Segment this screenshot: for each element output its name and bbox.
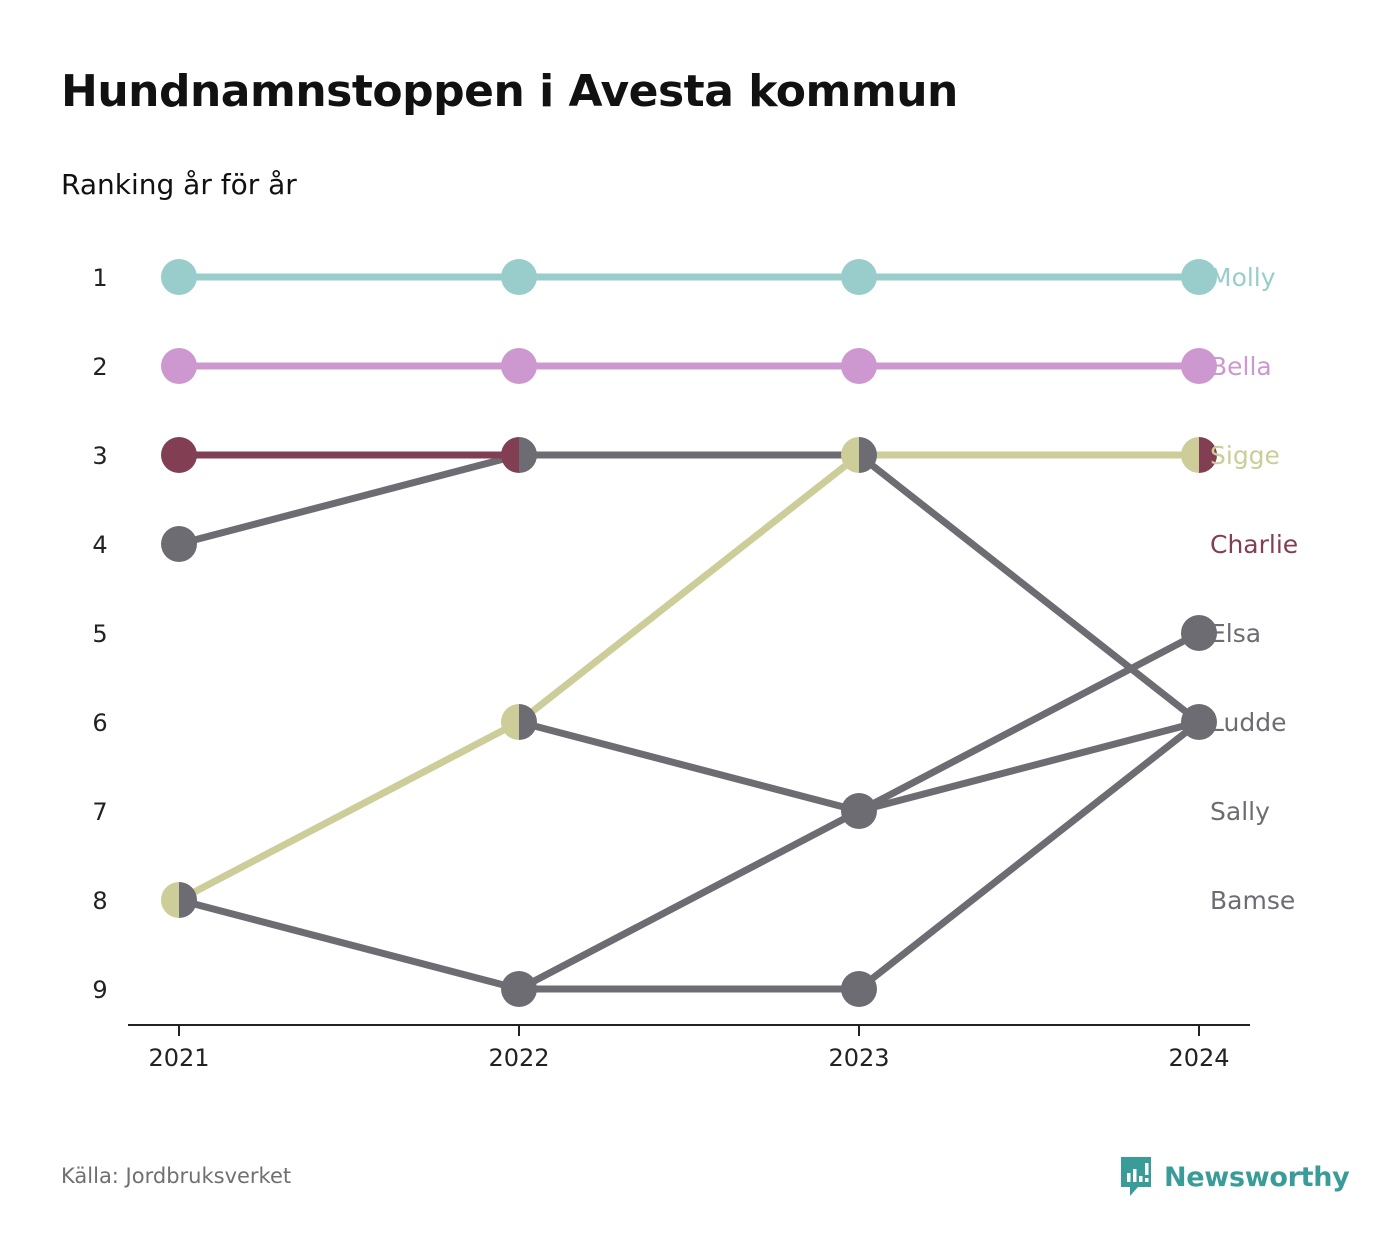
point-elsa-2024 [1181,615,1217,651]
source-note: Källa: Jordbruksverket [61,1164,292,1188]
point-bella-2021 [161,348,197,384]
x-axis: 2021 2022 2023 2024 [128,1024,1250,1072]
y-tick-label: 8 [92,887,107,915]
y-axis-ticks: 1 2 3 4 5 6 7 8 9 [92,264,107,1004]
point-ludde-sally-bamse-2024 [1181,704,1217,740]
series-label-molly: Molly [1210,263,1276,292]
point-sigge-sally-2021-left [161,882,179,918]
point-sigge-ludde-2023-right [859,437,877,473]
series-points [161,259,1217,1007]
series-label-sigge: Sigge [1210,441,1280,470]
point-sally-2023 [841,971,877,1007]
point-molly-2024 [1181,259,1217,295]
y-tick-label: 7 [92,798,107,826]
chart-subtitle: Ranking år för år [61,168,297,201]
newsworthy-logo-text: Newsworthy [1164,1161,1350,1193]
newsworthy-logo-icon [1121,1157,1151,1196]
y-tick-label: 5 [92,620,107,648]
point-bella-2022 [501,348,537,384]
point-molly-2023 [841,259,877,295]
series-line-sally [175,718,1203,993]
point-molly-2021 [161,259,197,295]
y-tick-label: 9 [92,976,107,1004]
point-elsa-bamse-2023 [841,793,877,829]
point-sigge-bamse-2022-right [519,704,537,740]
x-tick-label: 2024 [1168,1044,1229,1072]
point-sigge-charlie-2024-left [1181,437,1199,473]
y-tick-label: 4 [92,531,107,559]
point-sigge-bamse-2022-left [501,704,519,740]
newsworthy-logo[interactable]: Newsworthy [1118,1152,1350,1202]
point-bella-2024 [1181,348,1217,384]
y-tick-label: 2 [92,353,107,381]
point-molly-2022 [501,259,537,295]
series-label-bella: Bella [1210,352,1272,381]
point-charlie-ludde-2022-right [519,437,537,473]
point-bella-2023 [841,348,877,384]
point-ludde-2021 [161,526,197,562]
series-labels: Molly Bella Sigge Charlie Elsa Ludde Sally Bams… [1210,263,1298,915]
series-label-charlie: Charlie [1210,530,1298,559]
point-sigge-charlie-2024-right [1199,437,1217,473]
point-sigge-ludde-2023-left [841,437,859,473]
series-line-sigge [175,451,1203,904]
y-tick-label: 1 [92,264,107,292]
x-tick-label: 2022 [488,1044,549,1072]
series-label-bamse: Bamse [1210,886,1295,915]
point-charlie-ludde-2022-left [501,437,519,473]
series-label-ludde: Ludde [1210,708,1286,737]
point-charlie-2021 [161,437,197,473]
y-tick-label: 3 [92,442,107,470]
series-line-ludde [175,451,1203,726]
x-tick-label: 2023 [828,1044,889,1072]
series-label-sally: Sally [1210,797,1270,826]
y-tick-label: 6 [92,709,107,737]
point-sigge-sally-2021-right [179,882,197,918]
series-lines [175,273,1203,993]
series-label-elsa: Elsa [1210,619,1261,648]
point-elsa-sally-2022 [501,971,537,1007]
chart-title: Hundnamnstoppen i Avesta kommun [61,66,958,117]
x-tick-label: 2021 [148,1044,209,1072]
